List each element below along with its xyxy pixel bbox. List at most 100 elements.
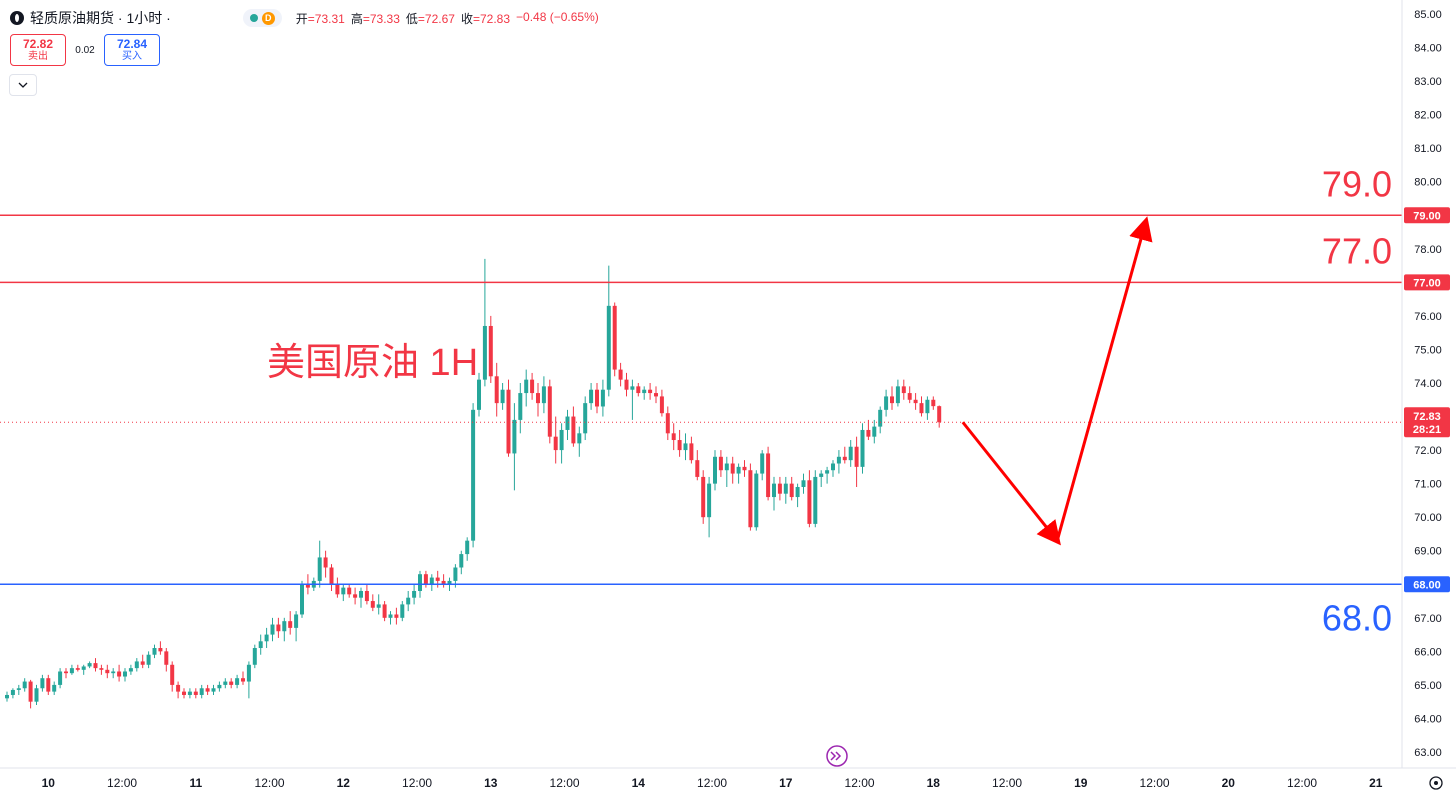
candle <box>866 419 871 441</box>
scroll-to-realtime-button[interactable] <box>826 745 848 767</box>
candle <box>158 641 163 655</box>
candle <box>589 383 594 410</box>
candle-body <box>541 386 546 404</box>
up-scenario-arrow <box>1055 216 1153 542</box>
candle-body <box>842 456 847 461</box>
candle-body <box>246 664 251 682</box>
candle-body <box>140 661 145 665</box>
candle-body <box>789 483 794 498</box>
candle-body <box>152 648 157 655</box>
candle <box>81 664 86 675</box>
candle-body <box>199 688 204 695</box>
candle <box>182 688 186 699</box>
ohlc-close: 收=72.83 <box>460 11 511 26</box>
candle-body <box>429 577 434 585</box>
symbol-title[interactable]: 轻质原油期货 · 1小时 · <box>30 10 171 26</box>
price-axis-ticks: 63.00 64.00 65.00 66.00 67.00 68.00 69.00 70.00… <box>1414 9 1442 759</box>
candle <box>890 386 894 410</box>
candle <box>707 476 712 538</box>
candle <box>347 584 352 598</box>
candle-body <box>919 403 924 414</box>
spread-value: 0.02 <box>75 44 95 56</box>
candle-body <box>807 480 812 524</box>
candle <box>789 476 794 501</box>
buy-label: 买入 <box>122 51 142 62</box>
price-axis[interactable]: 63.00 64.00 65.00 66.00 67.00 68.00 69.00 70.00… <box>1401 0 1442 768</box>
candle <box>105 664 110 679</box>
candle-body <box>530 379 535 394</box>
candle <box>199 684 204 699</box>
candle <box>205 684 210 695</box>
candle-body <box>836 456 841 464</box>
chart-settings-button[interactable] <box>1429 776 1443 790</box>
candle-body <box>866 429 871 437</box>
candle <box>547 379 552 444</box>
candle <box>565 409 570 441</box>
candle <box>58 668 63 689</box>
scroll-to-realtime-icon[interactable] <box>826 745 848 767</box>
candle <box>64 668 68 679</box>
gear-icon[interactable] <box>1429 776 1443 790</box>
candle <box>671 423 676 451</box>
candle-body <box>636 386 641 394</box>
collapse-button[interactable] <box>9 74 37 96</box>
candle-body <box>117 671 122 677</box>
candle-body <box>659 396 664 414</box>
candle-body <box>754 473 759 528</box>
candle-body <box>105 669 110 674</box>
candle-body <box>75 668 80 670</box>
time-tick-label: 17 <box>779 776 793 790</box>
price-tick-label: 75.00 <box>1414 344 1442 356</box>
candle <box>329 564 334 591</box>
candle-body <box>589 389 594 404</box>
candle-body <box>87 663 92 667</box>
candle-body <box>423 574 428 585</box>
price-tick-label: 85.00 <box>1414 9 1442 21</box>
candle <box>736 463 741 484</box>
candle <box>99 664 104 675</box>
candle-body <box>890 396 894 404</box>
time-tick-label: 10 <box>42 776 56 790</box>
candle-body <box>713 456 717 484</box>
level-axis-tag-bg <box>1404 207 1450 224</box>
candle-body <box>707 483 712 518</box>
candle <box>754 470 759 531</box>
ohlc-change: −0.48 (−0.65%) <box>516 9 599 24</box>
candle-body <box>16 688 21 690</box>
candle-body <box>878 409 883 427</box>
candle-body <box>642 389 647 394</box>
market-status-icon[interactable]: D <box>242 9 282 27</box>
candle <box>359 587 363 608</box>
candle <box>16 684 21 695</box>
down-scenario-arrow <box>961 421 1061 546</box>
candle <box>630 379 635 420</box>
candle <box>624 372 629 397</box>
candle <box>541 376 546 414</box>
sell-price: 72.82 <box>22 37 54 51</box>
candle <box>766 446 771 501</box>
candle-body <box>742 466 747 471</box>
time-axis[interactable]: 10 12:00 11 12:00 12 12:00 13 12:00 14 12:00 17 12:… <box>0 767 1456 790</box>
candle <box>152 644 157 659</box>
candle-body <box>783 483 788 494</box>
sell-button[interactable]: 72.82 卖出 <box>10 34 66 66</box>
candle <box>819 470 824 487</box>
candle <box>795 483 800 508</box>
candle-body <box>665 413 670 434</box>
candle <box>831 460 835 477</box>
price-axis-labels: 79.00 77.00 68.00 <box>1404 207 1450 593</box>
candle <box>482 258 487 387</box>
candle-body <box>482 325 487 380</box>
last-price-tag: 72.83 28:21 <box>1404 407 1450 438</box>
candle <box>500 383 505 410</box>
candle-body <box>276 624 281 632</box>
candle <box>559 423 564 464</box>
candle <box>488 315 493 383</box>
last-price-tag-bg <box>1404 407 1450 438</box>
candle <box>187 688 192 699</box>
buy-button[interactable]: 72.84 买入 <box>104 34 160 66</box>
candle-body <box>606 305 611 390</box>
candle-body <box>223 681 228 685</box>
